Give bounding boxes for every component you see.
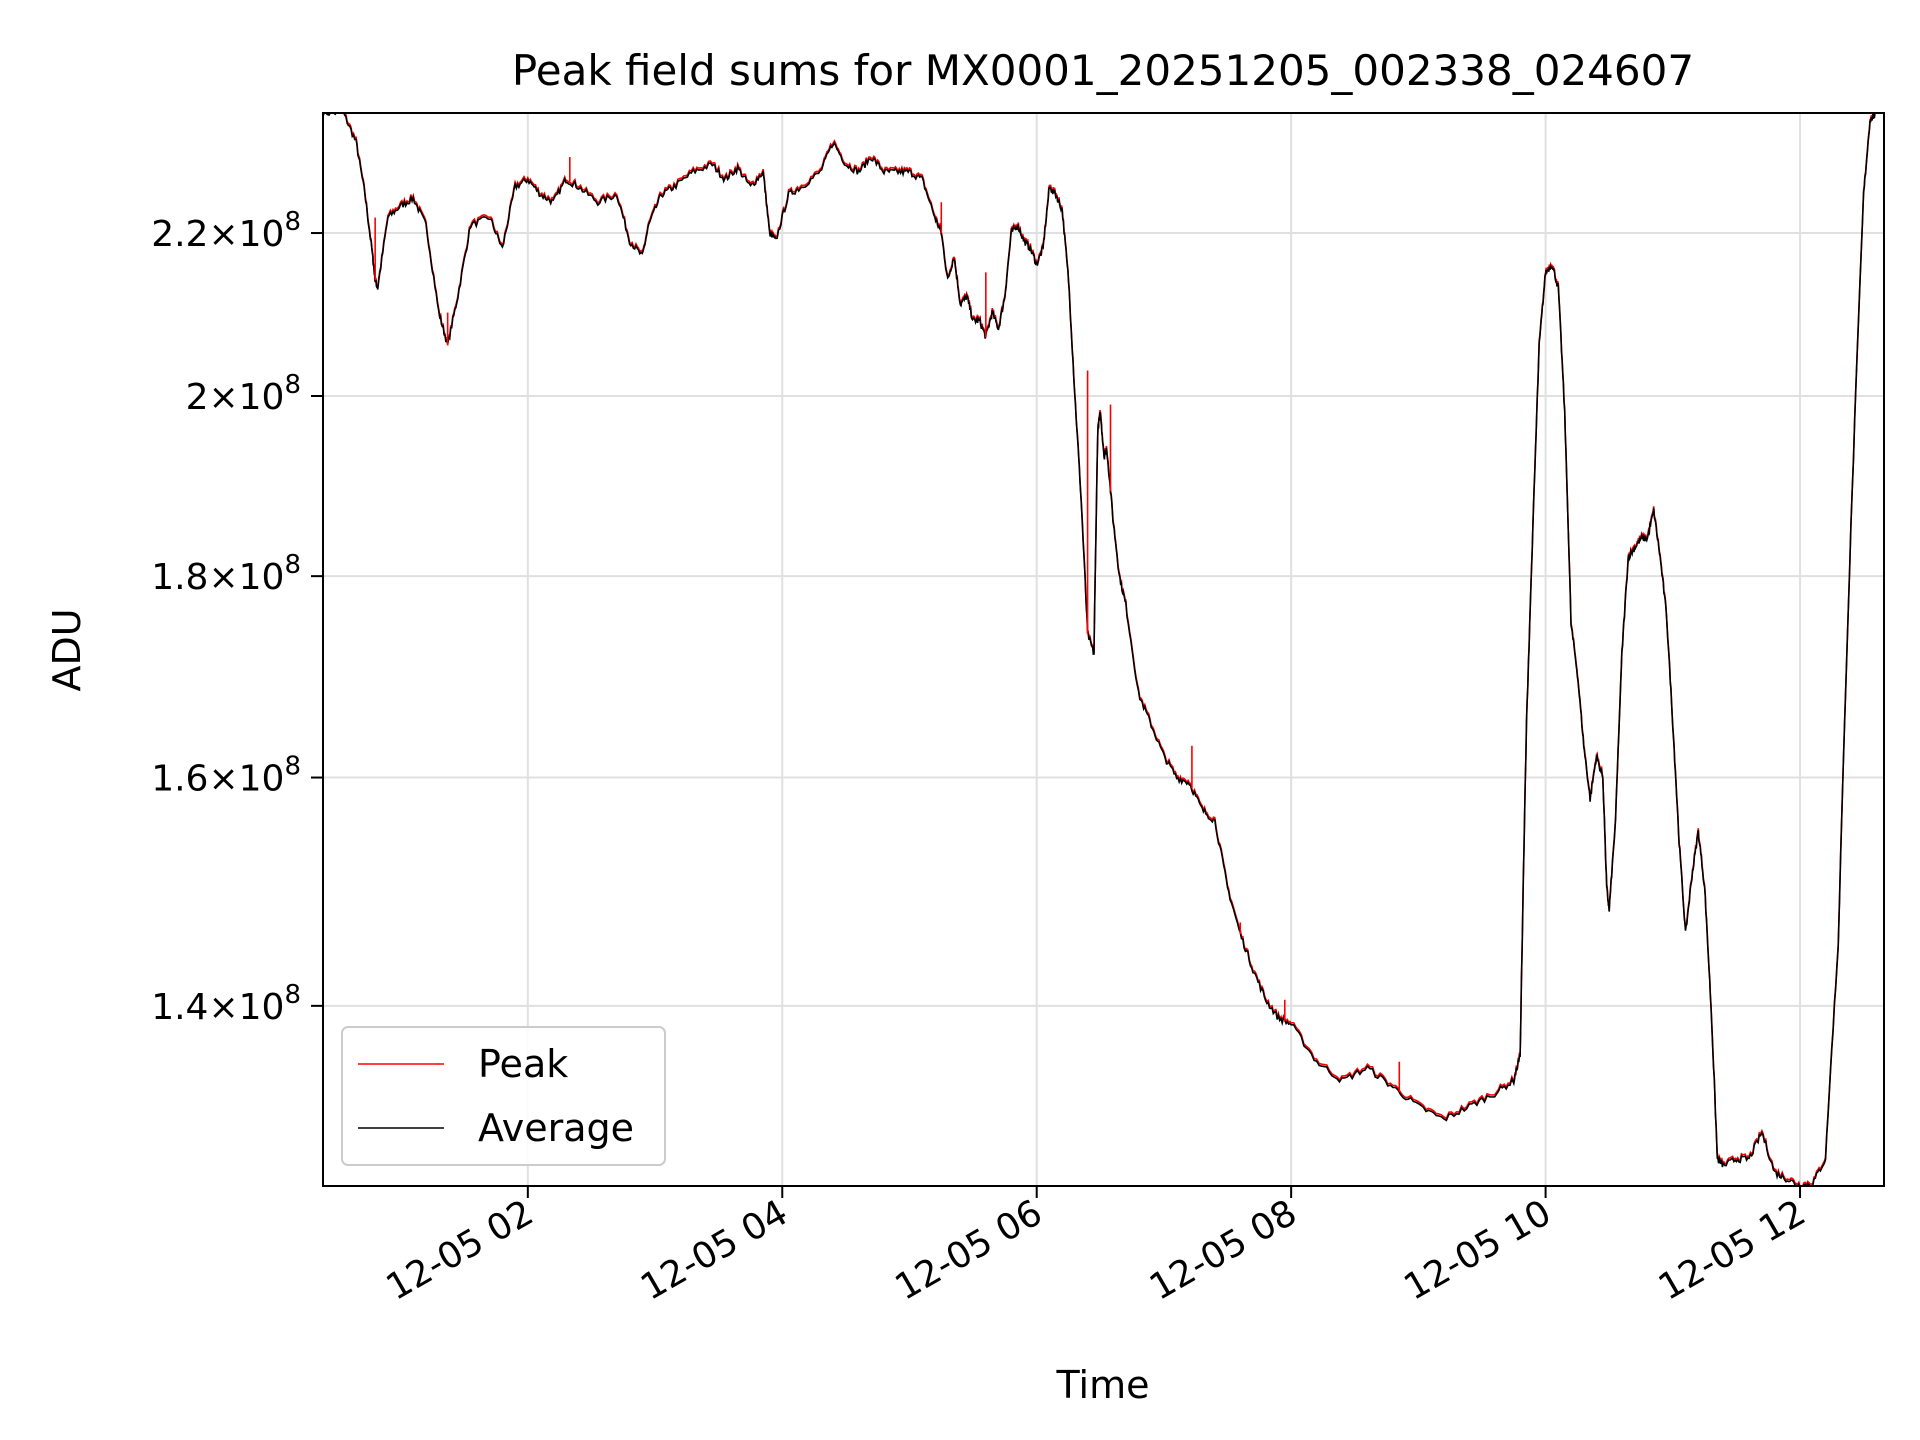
grid xyxy=(323,113,1884,1186)
legend-peak-label: Peak xyxy=(478,1042,568,1086)
legend: Peak Average xyxy=(341,1026,666,1166)
y-axis-label: ADU xyxy=(45,608,89,691)
legend-average-label: Average xyxy=(478,1106,634,1150)
y-tick-label: 1.4×108 xyxy=(151,980,301,1028)
y-tick-label: 2×108 xyxy=(186,370,301,418)
y-tick-label: 2.2×108 xyxy=(151,207,301,255)
chart-title: Peak field sums for MX0001_20251205_0023… xyxy=(512,46,1694,95)
y-tick-label: 1.6×108 xyxy=(151,752,301,800)
y-tick-label: 1.8×108 xyxy=(151,550,301,598)
x-axis-label: Time xyxy=(1056,1363,1150,1407)
legend-box xyxy=(341,1026,666,1166)
series-average-line xyxy=(323,113,1877,1186)
series-layer xyxy=(323,113,1877,1186)
plot-frame xyxy=(322,112,1885,1187)
